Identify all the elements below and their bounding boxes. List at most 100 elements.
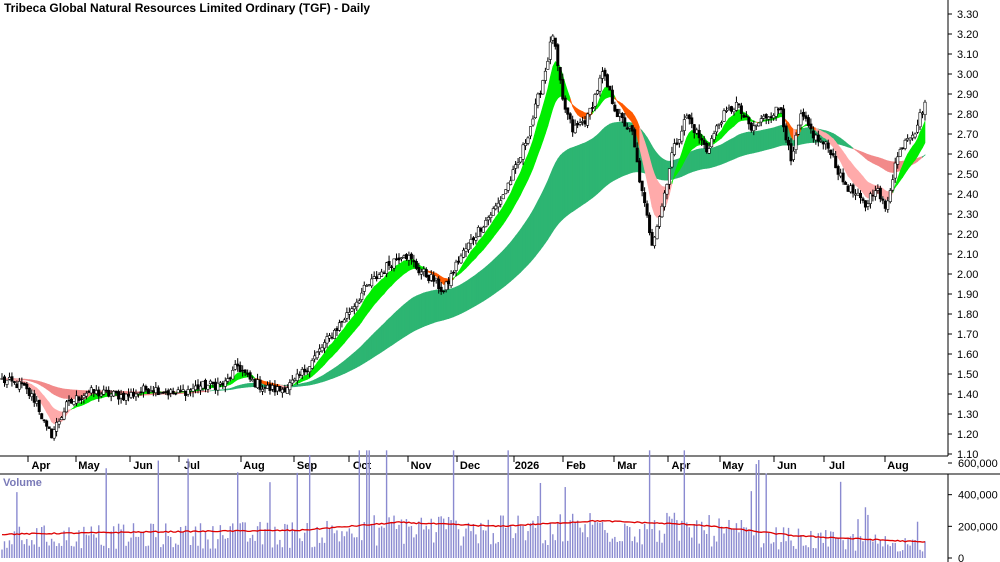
candle-body	[873, 190, 877, 197]
long-ma-ribbon-segment	[425, 291, 430, 326]
long-ma-ribbon-segment	[63, 388, 67, 399]
price-tick-label: 2.10	[957, 249, 978, 261]
long-ma-ribbon-segment	[319, 375, 323, 384]
long-ma-ribbon-segment	[738, 133, 742, 158]
month-label: 2026	[515, 460, 539, 472]
short-ma-ribbon-segment	[525, 154, 529, 185]
candle-body	[727, 107, 731, 110]
long-ma-ribbon-segment	[728, 138, 732, 162]
volume-label: Volume	[3, 477, 42, 489]
long-ma-ribbon-segment	[336, 363, 340, 378]
candle-body	[476, 227, 480, 237]
candle-body	[203, 379, 207, 389]
long-ma-ribbon-segment	[483, 266, 487, 302]
short-ma-ribbon-segment	[346, 320, 350, 341]
candle-body	[132, 391, 136, 397]
long-ma-ribbon-segment	[741, 132, 745, 157]
candle-body	[253, 378, 257, 388]
candle-body	[186, 389, 190, 395]
candle-body	[308, 366, 312, 373]
short-ma-ribbon-segment	[354, 311, 358, 332]
long-ma-ribbon-segment	[532, 205, 536, 260]
long-ma-ribbon-segment	[408, 298, 412, 335]
candle-body	[136, 392, 140, 395]
candle-body	[538, 93, 542, 95]
candle-body	[335, 328, 339, 331]
candle-body	[849, 185, 853, 193]
short-ma-ribbon-segment	[862, 175, 866, 198]
candle-body	[573, 124, 577, 134]
candle-body	[447, 280, 451, 285]
long-ma-ribbon-segment	[510, 238, 514, 282]
short-ma-ribbon-segment	[334, 337, 338, 355]
candle-body	[65, 401, 69, 413]
long-ma-ribbon-segment	[525, 217, 529, 268]
candle-body	[92, 389, 96, 394]
long-ma-ribbon-segment	[517, 228, 521, 276]
long-ma-ribbon-segment	[698, 148, 702, 171]
short-ma-ribbon-segment	[470, 247, 474, 264]
candle-body	[452, 271, 456, 274]
candle-body	[0, 378, 4, 380]
candle-body	[360, 292, 364, 300]
candle-body	[159, 392, 163, 394]
long-ma-ribbon-segment	[755, 130, 760, 153]
candle-body	[60, 417, 64, 421]
candle-body	[811, 130, 815, 139]
candle-body	[593, 94, 597, 107]
long-ma-ribbon-segment	[758, 130, 762, 153]
candle-body	[181, 389, 185, 392]
long-ma-ribbon-segment	[403, 302, 407, 338]
price-tick-label: 3.00	[957, 69, 978, 81]
candle-body	[330, 336, 334, 339]
candle-body	[667, 168, 671, 185]
long-ma-ribbon-segment	[488, 261, 492, 299]
candle-body	[829, 149, 833, 155]
candle-body	[166, 390, 170, 396]
candle-body	[337, 322, 341, 331]
candle-body	[236, 363, 240, 367]
long-ma-ribbon-segment	[324, 372, 328, 382]
long-ma-ribbon-segment	[53, 386, 57, 397]
candle-body	[705, 142, 709, 153]
candle-body	[228, 377, 232, 380]
short-ma-ribbon-segment	[731, 114, 735, 129]
short-ma-ribbon-segment	[388, 270, 392, 289]
long-ma-ribbon-segment	[555, 157, 559, 229]
candle-body	[744, 115, 748, 118]
candle-body	[419, 271, 423, 275]
candle-body	[189, 389, 193, 392]
month-label: Nov	[411, 460, 433, 472]
short-ma-ribbon-segment	[922, 120, 926, 148]
long-ma-ribbon-segment	[363, 339, 368, 364]
candle-body	[682, 119, 686, 131]
candle-body	[223, 380, 227, 387]
long-ma-ribbon-segment	[448, 288, 452, 319]
long-ma-ribbon-segment	[656, 152, 660, 180]
candle-body	[30, 393, 34, 398]
candle-body	[769, 116, 773, 119]
candle-body	[79, 398, 83, 401]
month-label: Feb	[566, 460, 586, 472]
volume-ma-line	[1, 519, 926, 543]
long-ma-ribbon-segment	[299, 383, 303, 387]
candle-body	[615, 108, 619, 118]
short-ma-ribbon-segment	[381, 277, 385, 297]
candle-body	[77, 396, 81, 401]
candle-body	[124, 393, 128, 401]
candle-body	[372, 276, 376, 279]
long-ma-ribbon-segment	[58, 387, 62, 399]
candle-body	[12, 381, 16, 383]
long-ma-ribbon-segment	[599, 128, 603, 193]
long-ma-ribbon-segment	[765, 128, 769, 151]
time-axis: Apr May Jun Jul Aug Sep Oct Nov Dec 2026 Feb Mar Apr…	[27, 456, 909, 472]
candle-body	[144, 386, 148, 391]
candle-body	[809, 123, 813, 130]
long-ma-ribbon-segment	[381, 322, 385, 353]
long-ma-ribbon-segment	[401, 304, 405, 340]
candle-body	[814, 134, 818, 141]
long-ma-ribbon-segment	[326, 370, 330, 381]
long-ma-ribbon-segment	[411, 296, 415, 333]
long-ma-ribbon-segment	[887, 160, 891, 173]
